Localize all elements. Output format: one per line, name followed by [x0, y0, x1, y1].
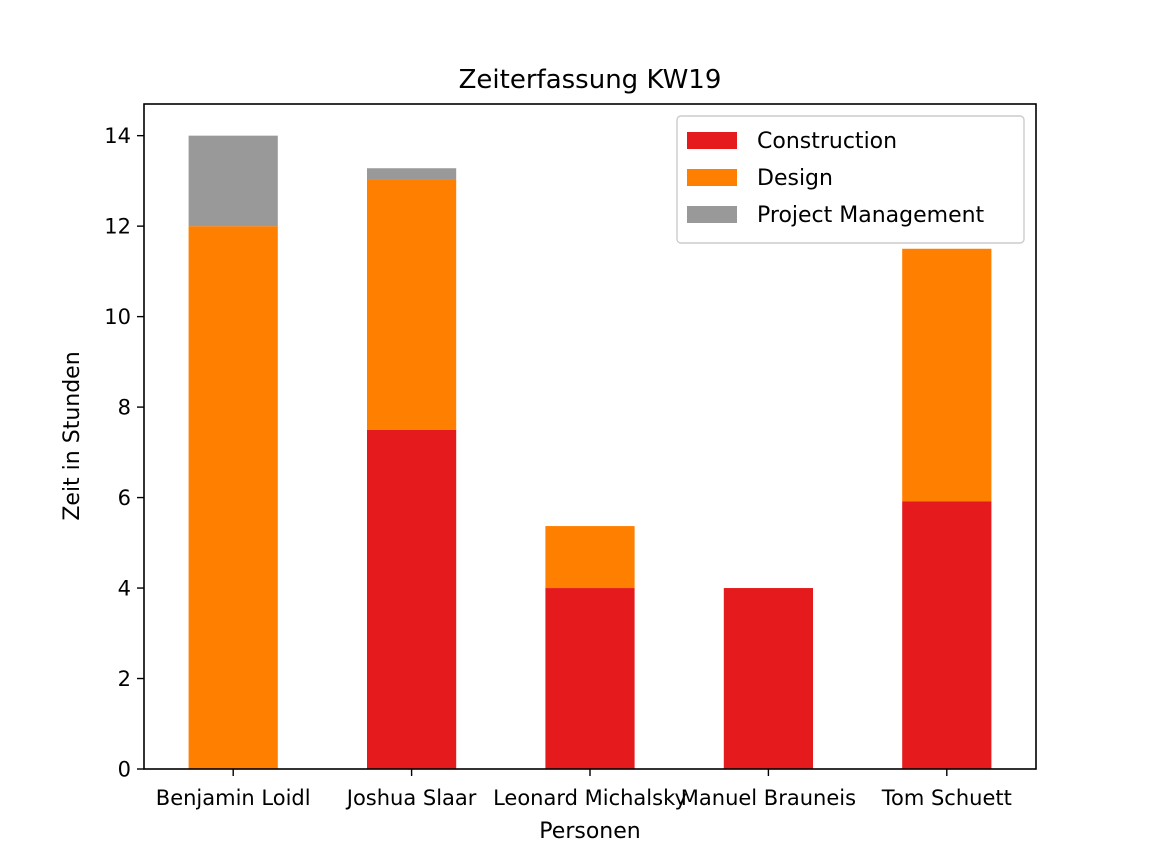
y-tick-label-0: 0: [118, 758, 131, 782]
bar-1-series-1: [367, 179, 457, 430]
legend-box: [676, 115, 1025, 244]
bar-0-series-1: [188, 226, 278, 770]
bar-0-series-2: [188, 135, 278, 227]
bar-2-series-0: [545, 588, 635, 769]
x-tick-label-3: Manuel Brauneis: [681, 786, 856, 810]
y-tick-label-3: 6: [118, 486, 131, 510]
x-tick-label-2: Leonard Michalsky: [493, 786, 687, 810]
x-axis-label: Personen: [539, 819, 640, 844]
x-tick-label-0: Benjamin Loidl: [156, 786, 311, 810]
plot-area: 0 2 4 6 8 10 12 14 Benjamin Loidl Joshua Slaar Leo…: [104, 103, 1037, 810]
legend-swatch-0: [687, 132, 737, 149]
legend-label-2: Project Management: [757, 203, 985, 228]
bar-1-series-2: [367, 168, 457, 180]
y-tick-label-5: 10: [104, 305, 131, 329]
legend-label-0: Construction: [757, 129, 897, 154]
y-tick-label-7: 14: [104, 124, 131, 148]
y-tick-label-1: 2: [118, 667, 131, 691]
y-axis-label: Zeit in Stunden: [60, 351, 85, 520]
y-tick-label-4: 8: [118, 396, 131, 420]
x-tick-label-1: Joshua Slaar: [345, 786, 477, 810]
bar-4-series-0: [902, 501, 992, 769]
y-tick-label-6: 12: [104, 215, 131, 239]
bar-2-series-1: [545, 526, 635, 589]
y-tick-label-2: 4: [118, 577, 131, 601]
bar-1-series-0: [367, 429, 457, 769]
legend-swatch-1: [687, 169, 737, 186]
bar-4-series-1: [902, 248, 992, 502]
chart-title: Zeiterfassung KW19: [459, 65, 722, 95]
legend-swatch-2: [687, 206, 737, 223]
bar-3-series-0: [723, 588, 813, 769]
x-tick-label-4: Tom Schuett: [881, 786, 1012, 810]
legend: Construction Design Project Management: [676, 115, 1025, 244]
legend-label-1: Design: [757, 166, 833, 191]
